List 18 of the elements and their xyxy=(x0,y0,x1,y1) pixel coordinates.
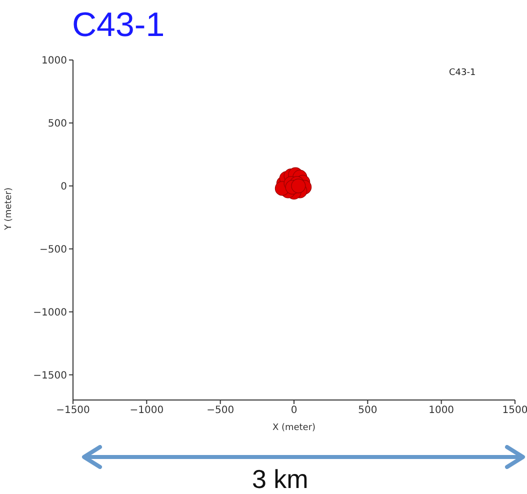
chart-title: C43-1 xyxy=(72,6,165,45)
x-tick-label: 500 xyxy=(358,405,378,416)
y-tick-label: 1000 xyxy=(42,56,67,67)
annotation: C43-1 xyxy=(449,68,476,78)
x-axis-title: X (meter) xyxy=(272,423,316,433)
x-tick-label: 0 xyxy=(290,405,298,416)
x-tick-label: −1000 xyxy=(130,405,164,416)
x-tick-label: −1500 xyxy=(56,405,90,416)
y-tick-label: −500 xyxy=(40,244,67,256)
y-tick-label: −1000 xyxy=(33,307,67,318)
x-tick-label: 1000 xyxy=(428,405,454,416)
text: 3 km xyxy=(252,464,308,494)
y-tick-label: −1500 xyxy=(33,370,67,382)
x-tick-label: −500 xyxy=(206,405,234,416)
y-axis-title: Y (meter) xyxy=(4,188,14,231)
y-tick-label: 500 xyxy=(48,118,67,130)
x-tick-label: 1500 xyxy=(502,405,527,416)
y-tick-label: 0 xyxy=(60,181,67,192)
